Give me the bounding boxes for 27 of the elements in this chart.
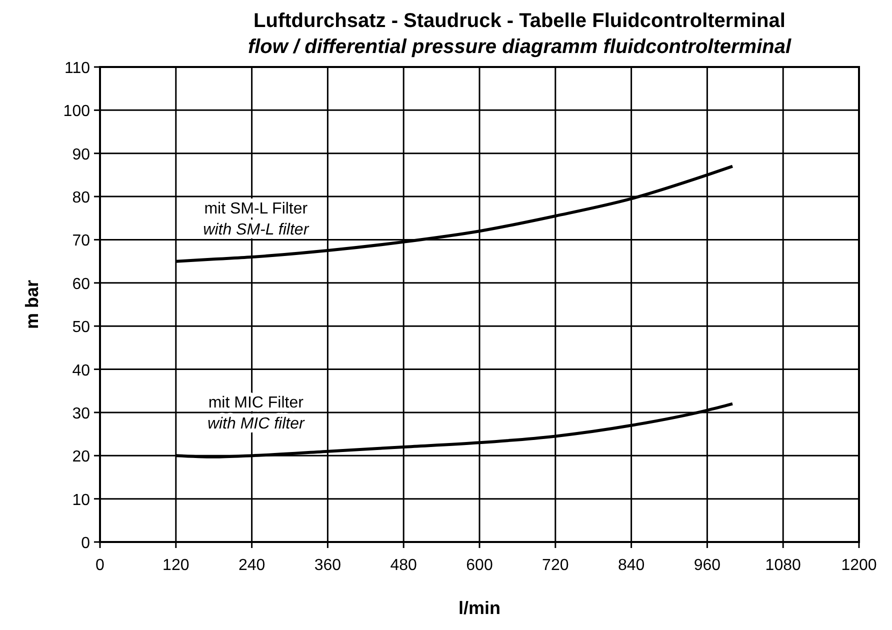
x-tick-label: 480 xyxy=(390,557,418,574)
x-tick-label: 240 xyxy=(238,557,266,574)
y-tick-label: 90 xyxy=(72,146,90,164)
x-tick-label: 720 xyxy=(542,557,569,574)
y-tick-label: 80 xyxy=(72,190,90,207)
x-tick-label: 360 xyxy=(314,557,342,574)
x-tick-label: 840 xyxy=(618,557,645,574)
x-tick-label: 0 xyxy=(96,557,105,574)
chart-title: Luftdurchsatz - Staudruck - Tabelle Fluidcontrolterminal xyxy=(254,10,786,32)
y-tick-label: 20 xyxy=(72,448,90,466)
x-tick-label: 1200 xyxy=(841,557,877,574)
x-tick-label: 960 xyxy=(694,557,721,574)
chart-subtitle: flow / differential pressure diagramm fluidcontrolterminal xyxy=(248,36,792,58)
y-tick-label: 100 xyxy=(63,103,90,120)
x-axis-title: l/min xyxy=(458,598,501,618)
y-tick-label: 50 xyxy=(72,319,90,336)
x-tick-label: 120 xyxy=(162,557,190,574)
y-tick-label: 60 xyxy=(72,276,90,293)
x-tick-label: 600 xyxy=(466,557,493,574)
y-tick-label: 0 xyxy=(81,535,90,552)
y-tick-label: 30 xyxy=(72,405,90,422)
y-axis-title: m bar xyxy=(22,280,42,330)
y-tick-label: 10 xyxy=(72,492,90,509)
y-tick-label: 70 xyxy=(72,232,90,250)
y-tick-label: 40 xyxy=(72,362,90,380)
x-tick-label: 1080 xyxy=(765,557,801,574)
y-tick-label: 110 xyxy=(64,60,90,77)
